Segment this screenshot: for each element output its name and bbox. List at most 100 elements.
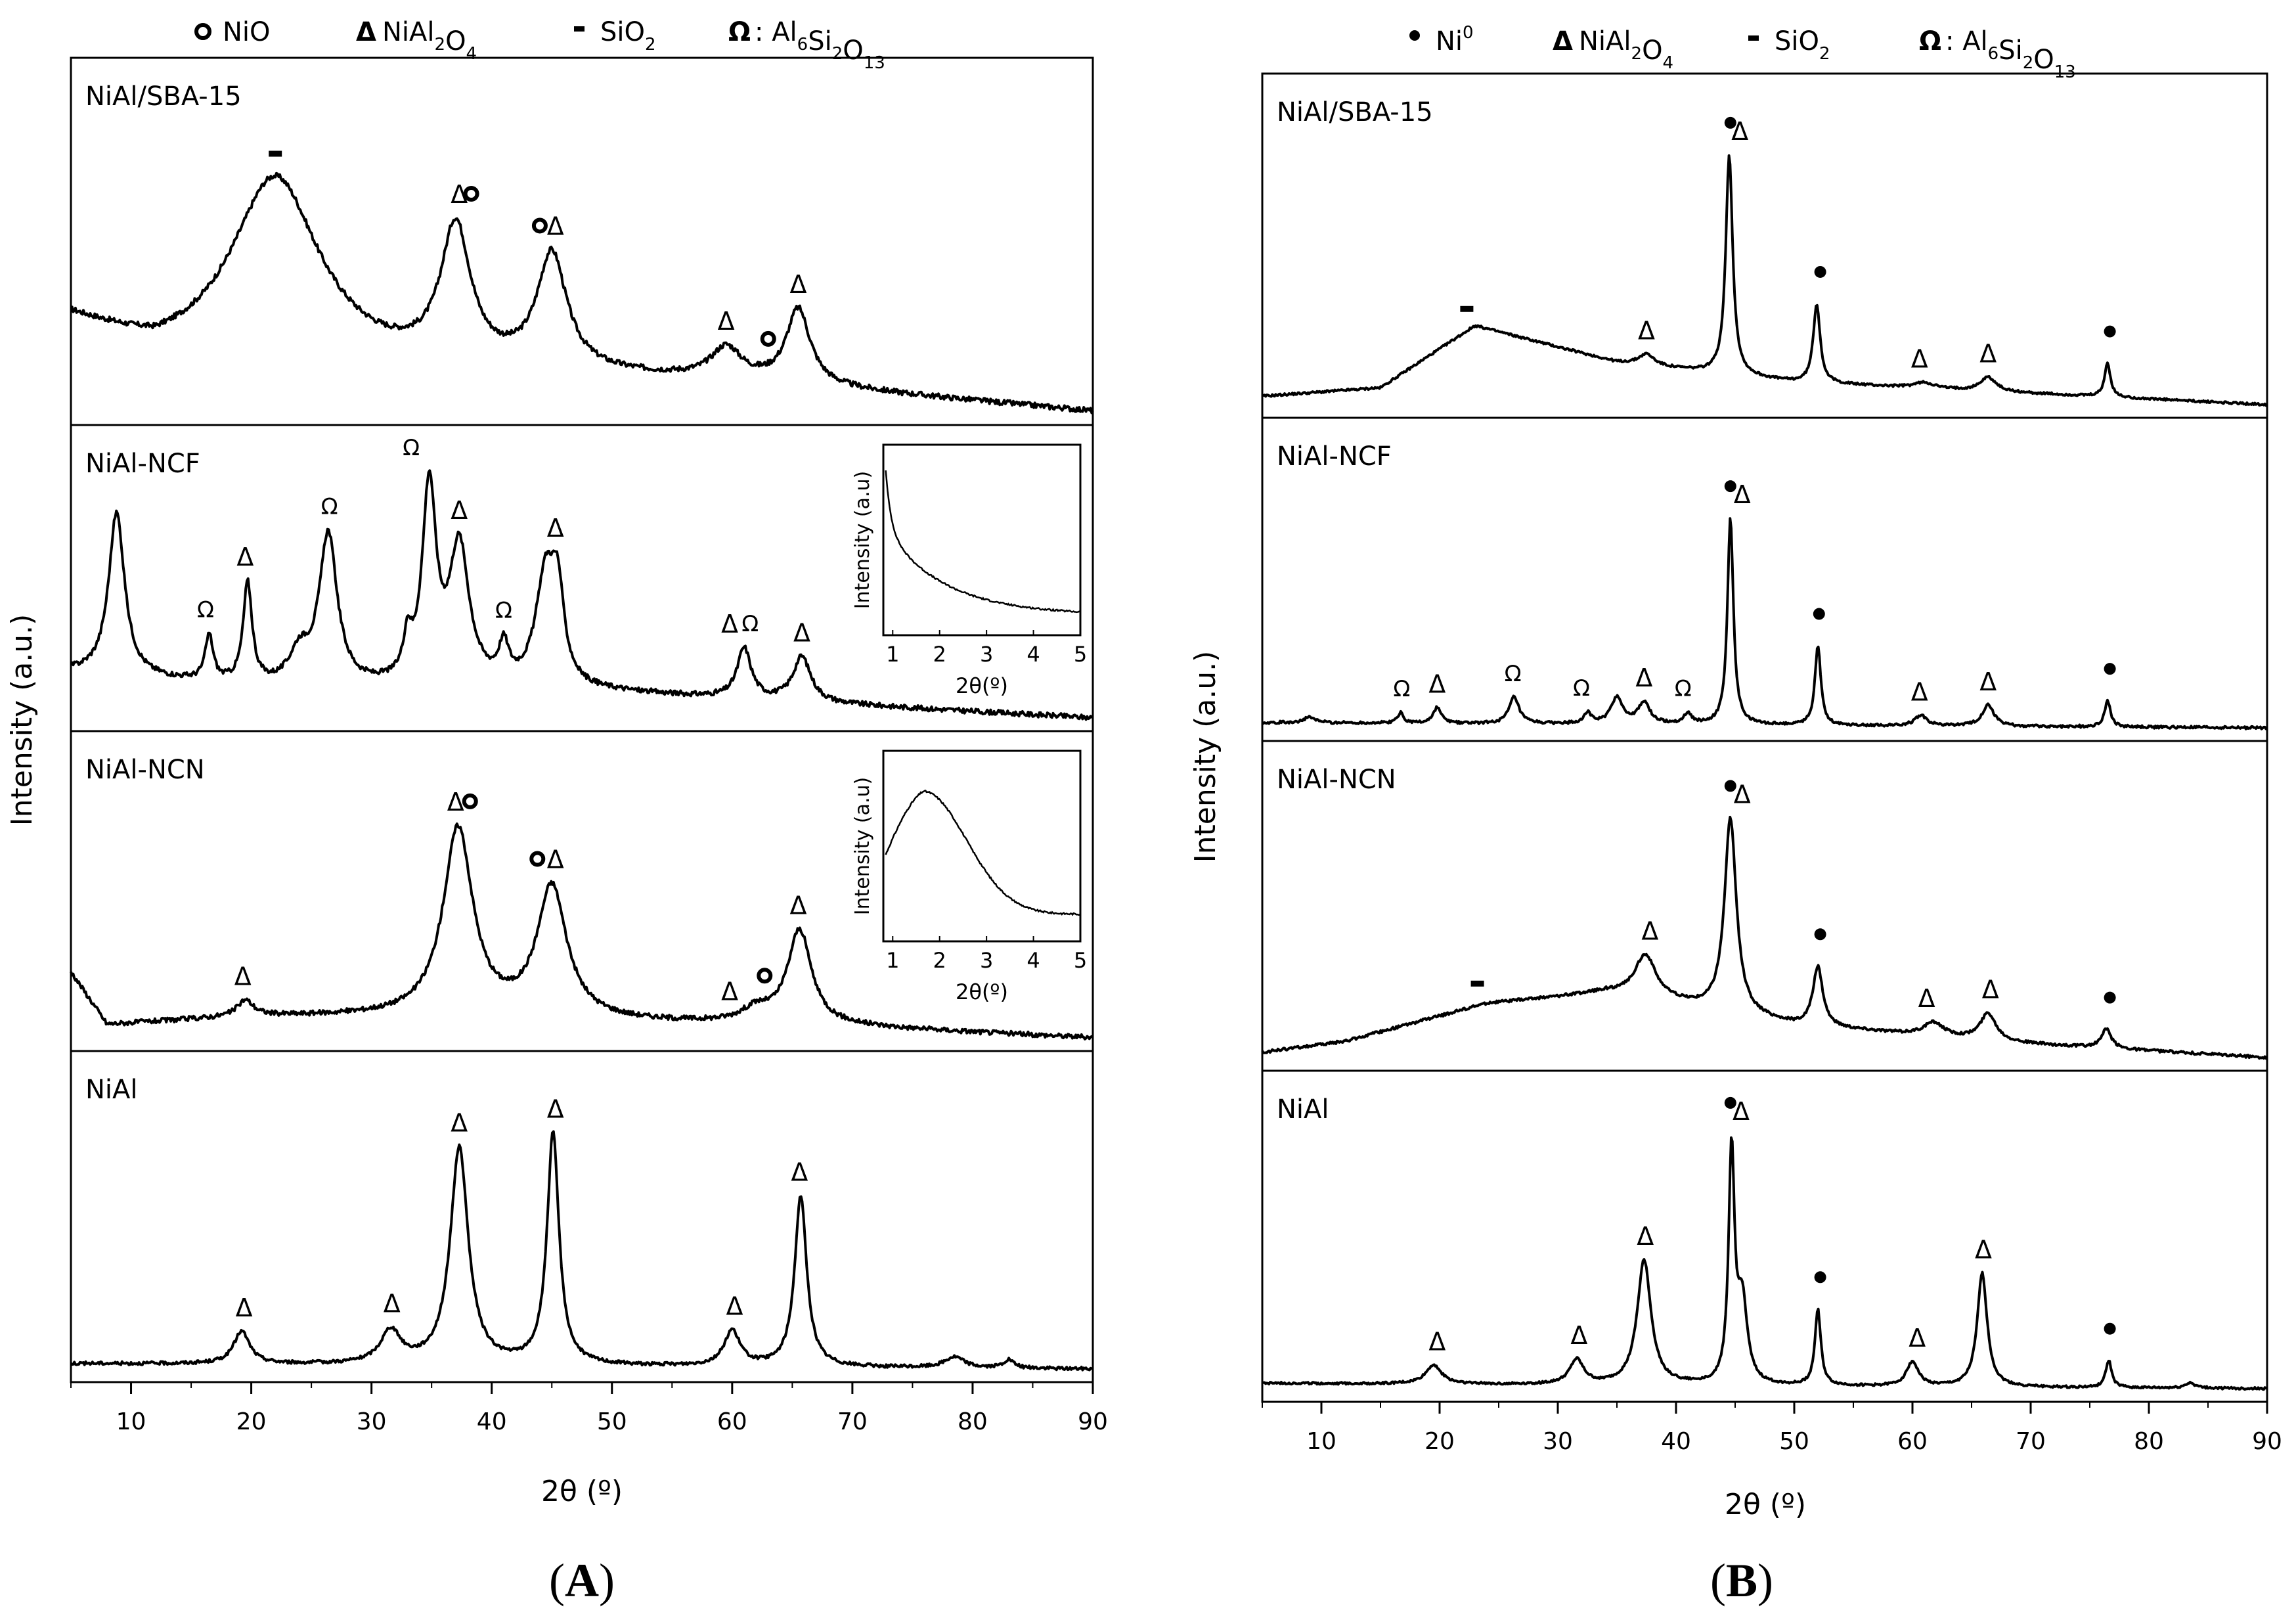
marker-nial2o4: Δ: [1734, 780, 1751, 809]
marker-nial2o4: Δ: [1641, 916, 1658, 945]
y-axis-label: Intensity (a.u.): [1189, 651, 1222, 863]
marker-nio: [760, 330, 776, 347]
series-line-nial-ncf: [70, 469, 1094, 721]
panel-b: 10 20 30 40 50 60 70 80 90 2θ (º) Intensity (a.u.)…: [1189, 23, 2282, 1607]
marker-ni0: [2104, 663, 2116, 675]
marker-ni0: [1724, 480, 1736, 493]
inset-frame: [882, 750, 1082, 943]
marker-sio2: [1470, 980, 1484, 987]
series-line-nial: [1262, 1136, 2268, 1391]
marker-nial2o4: Δ: [1918, 984, 1935, 1013]
marker-nial2o4: Δ: [447, 788, 464, 817]
legend-label: NiAl2O4: [382, 17, 477, 64]
x-axis-label: 2θ (º): [1725, 1488, 1806, 1521]
marker-nial2o4: Δ: [1734, 480, 1751, 509]
marker-ni0: [1814, 1271, 1826, 1284]
inset-x-axis-label: 2θ(º): [956, 979, 1008, 1004]
x-tick-label: 30: [357, 1408, 387, 1435]
marker-ni0: [2104, 325, 2116, 338]
marker-ni0: [1814, 265, 1826, 278]
marker-nial2o4: Δ: [1982, 975, 1999, 1004]
x-tick-label: 60: [1897, 1428, 1928, 1455]
marker-nial2o4: Δ: [1979, 340, 1997, 369]
inset-x-tick-label: 5: [1074, 642, 1087, 667]
marker-al6si2o13: Ω: [495, 597, 512, 623]
marker-al6si2o13: Ω: [1675, 676, 1692, 702]
inset-y-axis-label: Intensity (a.u): [851, 777, 874, 915]
marker-al6si2o13: Ω: [741, 611, 759, 637]
x-tick-label: 50: [1779, 1428, 1809, 1455]
x-tick-label: 90: [2252, 1428, 2282, 1455]
inset-frame: [882, 443, 1082, 637]
x-tick-label: 90: [1078, 1408, 1108, 1435]
plot-frame: [1261, 72, 2268, 1403]
x-axis-label: 2θ (º): [541, 1475, 623, 1508]
marker-ni0: [1814, 928, 1826, 941]
marker-nial2o4: Δ: [721, 977, 738, 1006]
series-line-nial-ncn: [1261, 815, 2268, 1060]
marker-nial2o4: Δ: [1733, 1097, 1750, 1126]
series-name-label: NiAl/SBA-15: [1277, 97, 1433, 127]
panel-letter: (B): [1710, 1554, 1773, 1607]
marker-nial2o4: Δ: [1637, 1222, 1654, 1251]
legend-label: SiO2: [600, 17, 656, 55]
series-name-label: NiAl-NCF: [1277, 441, 1392, 472]
marker-al6si2o13: Ω: [197, 596, 214, 623]
marker-nio: [529, 851, 546, 867]
legend-label: NiO: [223, 17, 271, 47]
marker-ni0: [1724, 116, 1736, 129]
marker-nio: [757, 968, 773, 984]
legend-label: Ni0: [1436, 23, 1474, 56]
marker-nial2o4: Δ: [1570, 1321, 1587, 1350]
x-tick-label: 70: [837, 1408, 868, 1435]
series-name-label: NiAl: [1277, 1094, 1329, 1125]
inset-x-tick-label: 3: [980, 642, 993, 667]
inset-x-tick-label: 1: [886, 642, 899, 667]
legend-symbol-dot: [1409, 30, 1420, 41]
marker-nio: [462, 793, 478, 809]
marker-nial2o4: Δ: [236, 1293, 253, 1322]
marker-ni0: [2104, 1322, 2116, 1335]
inset-x-tick-label: 5: [1074, 948, 1087, 973]
marker-nial2o4: Δ: [790, 891, 807, 920]
marker-nial2o4: Δ: [234, 962, 252, 991]
marker-nial2o4: Δ: [1909, 1324, 1926, 1353]
x-tick-label: 30: [1543, 1428, 1573, 1455]
marker-ni0: [2104, 991, 2116, 1004]
series-name-label: NiAl-NCN: [1277, 765, 1396, 795]
legend-label: : Al6Si2O13: [755, 17, 885, 73]
marker-nial2o4: Δ: [721, 610, 738, 639]
marker-al6si2o13: Ω: [403, 435, 420, 461]
x-tick-label: 40: [477, 1408, 507, 1435]
series-name-label: NiAl/SBA-15: [85, 81, 242, 112]
series-line-nial-sba-15: [70, 171, 1094, 415]
legend-label: SiO2: [1775, 26, 1830, 64]
marker-nio: [463, 186, 479, 202]
series-name-label: NiAl-NCN: [85, 755, 205, 785]
plot-frame: [70, 56, 1094, 1383]
marker-nial2o4: Δ: [790, 270, 807, 299]
x-tick-label: 80: [958, 1408, 988, 1435]
marker-al6si2o13: Ω: [1573, 675, 1590, 702]
legend-symbol: Ω: [1919, 26, 1941, 56]
inset-x-tick-label: 2: [933, 948, 946, 973]
marker-nial2o4: Δ: [718, 307, 735, 336]
marker-nial2o4: Δ: [547, 1094, 564, 1123]
legend-symbol: Δ: [1553, 26, 1573, 56]
marker-nial2o4: Δ: [547, 212, 564, 240]
marker-ni0: [1724, 1096, 1736, 1109]
inset-curve: [885, 790, 1081, 916]
marker-ni0: [1813, 608, 1825, 620]
series-line-nial-sba-15: [1262, 154, 2268, 407]
inset-x-tick-label: 1: [886, 948, 899, 973]
marker-nial2o4: Δ: [1975, 1235, 1992, 1264]
marker-nial2o4: Δ: [1979, 667, 1997, 696]
marker-sio2: [269, 150, 282, 157]
marker-nial2o4: Δ: [547, 514, 564, 543]
legend-label: : Al6Si2O13: [1945, 26, 2076, 82]
legend-symbol: Δ: [356, 17, 376, 47]
marker-nial2o4: Δ: [1428, 670, 1446, 699]
marker-sio2: [1460, 305, 1474, 312]
legend-label: NiAl2O4: [1579, 26, 1673, 73]
